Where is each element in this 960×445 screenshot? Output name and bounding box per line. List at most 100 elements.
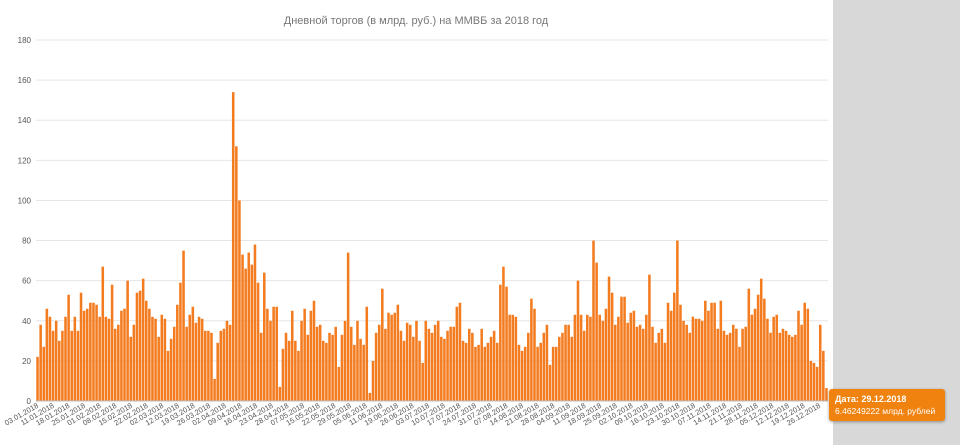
- bar[interactable]: [79, 292, 83, 401]
- bar[interactable]: [735, 328, 738, 401]
- bar[interactable]: [42, 346, 46, 401]
- bar[interactable]: [533, 308, 536, 401]
- bar[interactable]: [290, 310, 294, 401]
- bar[interactable]: [769, 332, 772, 401]
- bar[interactable]: [707, 310, 710, 401]
- bar[interactable]: [716, 328, 720, 401]
- bar[interactable]: [368, 392, 372, 401]
- bar[interactable]: [135, 292, 139, 401]
- bar[interactable]: [443, 338, 446, 401]
- bar[interactable]: [474, 346, 477, 401]
- bar[interactable]: [70, 330, 73, 401]
- bar[interactable]: [589, 316, 592, 401]
- bar[interactable]: [809, 360, 813, 401]
- bar[interactable]: [281, 348, 285, 401]
- bar[interactable]: [818, 324, 822, 401]
- bar[interactable]: [148, 308, 151, 401]
- bar[interactable]: [520, 350, 524, 401]
- bar[interactable]: [356, 320, 359, 401]
- bar[interactable]: [172, 326, 176, 401]
- bar[interactable]: [514, 316, 518, 401]
- bar[interactable]: [101, 266, 105, 401]
- bar[interactable]: [259, 332, 263, 401]
- bar[interactable]: [436, 320, 440, 401]
- bar[interactable]: [822, 350, 825, 401]
- bar[interactable]: [51, 330, 55, 401]
- bar[interactable]: [371, 360, 375, 401]
- bar[interactable]: [794, 334, 797, 401]
- bar[interactable]: [682, 320, 685, 401]
- bar[interactable]: [384, 328, 387, 401]
- bar[interactable]: [654, 342, 657, 401]
- bar[interactable]: [138, 290, 142, 401]
- bar[interactable]: [306, 334, 310, 401]
- bar[interactable]: [318, 324, 322, 401]
- bar[interactable]: [141, 278, 145, 401]
- bar[interactable]: [772, 316, 775, 401]
- bar[interactable]: [570, 336, 574, 401]
- bar[interactable]: [582, 330, 586, 401]
- bar[interactable]: [803, 302, 806, 401]
- bar[interactable]: [58, 340, 61, 401]
- bar[interactable]: [676, 240, 679, 401]
- bar[interactable]: [412, 336, 415, 401]
- bar[interactable]: [346, 252, 350, 401]
- bar[interactable]: [45, 308, 49, 401]
- bar[interactable]: [266, 308, 269, 401]
- bar[interactable]: [613, 324, 617, 401]
- bar[interactable]: [697, 318, 701, 401]
- bar[interactable]: [508, 314, 511, 401]
- bar[interactable]: [250, 264, 254, 401]
- bar[interactable]: [182, 250, 185, 401]
- bar[interactable]: [185, 326, 188, 401]
- bar[interactable]: [300, 320, 303, 401]
- bar[interactable]: [263, 272, 266, 401]
- bar[interactable]: [629, 312, 633, 401]
- bar[interactable]: [595, 262, 598, 401]
- bar[interactable]: [415, 320, 418, 401]
- bar[interactable]: [163, 318, 167, 401]
- bar[interactable]: [315, 326, 319, 401]
- bar[interactable]: [85, 308, 89, 401]
- bar[interactable]: [468, 328, 471, 401]
- bar[interactable]: [294, 340, 297, 401]
- bar[interactable]: [825, 388, 828, 401]
- bar[interactable]: [213, 378, 216, 401]
- bar[interactable]: [688, 332, 692, 401]
- bar[interactable]: [480, 328, 483, 401]
- bar[interactable]: [362, 344, 365, 401]
- bar[interactable]: [334, 326, 337, 401]
- bar[interactable]: [427, 328, 431, 401]
- bar[interactable]: [95, 304, 98, 401]
- bar[interactable]: [107, 318, 111, 401]
- bar[interactable]: [349, 326, 353, 401]
- bar[interactable]: [567, 324, 570, 401]
- bar[interactable]: [48, 316, 52, 401]
- bar[interactable]: [396, 304, 400, 401]
- bar[interactable]: [194, 322, 198, 401]
- bar[interactable]: [166, 350, 170, 401]
- bar[interactable]: [738, 346, 741, 401]
- bar[interactable]: [309, 310, 313, 401]
- bar[interactable]: [458, 302, 462, 401]
- bar[interactable]: [517, 344, 521, 401]
- bar[interactable]: [545, 324, 549, 401]
- bar[interactable]: [551, 346, 555, 401]
- bar[interactable]: [219, 330, 223, 401]
- bar[interactable]: [244, 268, 247, 401]
- bar[interactable]: [340, 334, 344, 401]
- bar[interactable]: [238, 200, 241, 401]
- bar[interactable]: [129, 336, 133, 401]
- bar[interactable]: [499, 284, 502, 401]
- bar[interactable]: [275, 306, 278, 401]
- bar[interactable]: [256, 282, 260, 401]
- bar[interactable]: [92, 302, 95, 401]
- bar[interactable]: [393, 312, 397, 401]
- bar[interactable]: [110, 284, 114, 401]
- bar[interactable]: [405, 322, 409, 401]
- bar[interactable]: [623, 296, 626, 401]
- bar[interactable]: [207, 330, 210, 401]
- bar[interactable]: [694, 318, 698, 401]
- bar[interactable]: [495, 342, 499, 401]
- bar[interactable]: [325, 342, 328, 401]
